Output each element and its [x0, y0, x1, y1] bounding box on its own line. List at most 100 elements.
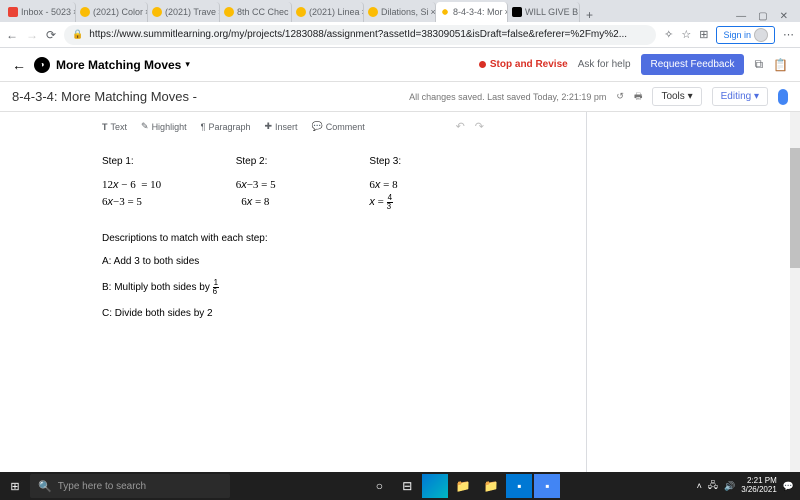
tab-label: WILL GIVE B: [525, 7, 578, 17]
tab-label: (2021) Linea: [309, 7, 360, 17]
forward-icon: →: [26, 28, 38, 42]
maximize-icon[interactable]: ▢: [758, 11, 767, 22]
taskbar-search[interactable]: 🔍 Type here to search: [30, 474, 230, 498]
date: 3/26/2021: [741, 486, 777, 495]
redo-icon[interactable]: ↷: [475, 120, 484, 133]
tab-willgive[interactable]: WILL GIVE B×: [508, 2, 580, 22]
step-label: Step 2:: [236, 156, 351, 167]
browser-tab-strip: Inbox - 5023× (2021) Color× (2021) Trave…: [0, 0, 800, 22]
tab-label: Inbox - 5023: [21, 7, 71, 17]
undo-icon[interactable]: ↶: [456, 120, 465, 133]
request-feedback-button[interactable]: Request Feedback: [641, 54, 745, 75]
step-3: Step 3: 6x = 8 x = 43: [369, 156, 484, 211]
new-tab-button[interactable]: +: [580, 8, 599, 22]
steps-row: Step 1: 12x − 6 = 10 6x−3 = 5 Step 2: 6x…: [98, 142, 488, 233]
window-controls: ― ▢ ✕: [736, 11, 796, 22]
summit-logo-icon: ◑: [34, 57, 50, 73]
tb-highlight[interactable]: ✎ Highlight: [141, 121, 187, 132]
document[interactable]: T Text ✎ Highlight ¶ Paragraph ✚ Insert …: [98, 112, 488, 472]
scrollbar[interactable]: [790, 112, 800, 472]
star-icon[interactable]: ☆: [681, 28, 691, 41]
page-title: 8-4-3-4: More Matching Moves -: [12, 89, 197, 104]
app-icon[interactable]: ▪: [534, 474, 560, 498]
sun-icon: [152, 7, 162, 17]
share-icon[interactable]: ✧: [664, 28, 673, 41]
tb-comment[interactable]: 💬 Comment: [312, 121, 365, 132]
tb-paragraph[interactable]: ¶ Paragraph: [201, 122, 251, 132]
minimize-icon[interactable]: ―: [736, 11, 746, 22]
notifications-icon[interactable]: 💬: [783, 481, 794, 492]
step-label: Step 3:: [369, 156, 484, 167]
tab-label: (2021) Color: [93, 7, 143, 17]
reload-icon[interactable]: ⟳: [46, 28, 56, 42]
url-input[interactable]: 🔒 https://www.summitlearning.org/my/proj…: [64, 25, 656, 45]
extensions-icon[interactable]: ⊞: [699, 28, 708, 41]
desc-b: B: Multiply both sides by 16: [102, 279, 484, 296]
volume-icon[interactable]: 🔊: [724, 481, 735, 492]
tab-dilations[interactable]: Dilations, Si×: [364, 2, 436, 22]
start-button[interactable]: ⊞: [0, 480, 30, 493]
sun-icon: [296, 7, 306, 17]
tab-linea[interactable]: (2021) Linea×: [292, 2, 364, 22]
mic-icon[interactable]: [778, 89, 788, 105]
descriptions: Descriptions to match with each step: A:…: [98, 233, 488, 319]
tools-button[interactable]: Tools ▾: [652, 87, 701, 106]
tb-text[interactable]: T Text: [102, 122, 127, 132]
side-panel: ▴: [586, 112, 800, 472]
sun-icon: [80, 7, 90, 17]
equation: x = 43: [369, 194, 484, 211]
tb-insert[interactable]: ✚ Insert: [264, 121, 297, 132]
signin-label: Sign in: [723, 30, 751, 40]
history-icon[interactable]: ↺: [616, 91, 624, 102]
tab-8thcc[interactable]: 8th CC Chec×: [220, 2, 292, 22]
ask-help-button[interactable]: Ask for help: [578, 59, 631, 70]
tab-label: 8th CC Chec: [237, 7, 289, 17]
address-bar: ← → ⟳ 🔒 https://www.summitlearning.org/m…: [0, 22, 800, 48]
sun-icon: [368, 7, 378, 17]
app-back-icon[interactable]: ←: [12, 57, 26, 73]
network-icon[interactable]: 🖧: [708, 478, 718, 494]
system-tray: ˄ 🖧 🔊 2:21 PM 3/26/2021 💬: [697, 477, 800, 495]
tab-color[interactable]: (2021) Color×: [76, 2, 148, 22]
signin-button[interactable]: Sign in: [716, 26, 775, 44]
avatar-icon: [754, 28, 768, 42]
doc-toolbar: T Text ✎ Highlight ¶ Paragraph ✚ Insert …: [98, 112, 488, 142]
equation: 6x = 8: [369, 177, 484, 194]
close-icon[interactable]: ×: [431, 7, 436, 17]
equation: 6x−3 = 5: [236, 177, 351, 194]
sun-icon: [224, 7, 234, 17]
tray-up-icon[interactable]: ˄: [697, 481, 702, 491]
explorer-icon[interactable]: 📁: [450, 474, 476, 498]
desc-a: A: Add 3 to both sides: [102, 256, 484, 267]
print-icon[interactable]: 🖶: [634, 89, 643, 105]
tab-label: (2021) Trave: [165, 7, 216, 17]
tab-inbox[interactable]: Inbox - 5023×: [4, 2, 76, 22]
cortana-icon[interactable]: ○: [366, 474, 392, 498]
assignment-title: More Matching Moves: [56, 58, 181, 72]
app-header: ← ◑ More Matching Moves ▾ Stop and Revis…: [0, 48, 800, 82]
editing-button[interactable]: Editing ▾: [712, 87, 768, 106]
step-label: Step 1:: [102, 156, 217, 167]
clock[interactable]: 2:21 PM 3/26/2021: [741, 477, 777, 495]
open-external-icon[interactable]: ⧉: [754, 57, 763, 72]
stop-revise-button[interactable]: Stop and Revise: [479, 59, 568, 70]
step-2: Step 2: 6x−3 = 5 6x = 8: [236, 156, 351, 211]
close-window-icon[interactable]: ✕: [780, 11, 788, 22]
chevron-down-icon[interactable]: ▾: [185, 59, 190, 70]
lock-icon: 🔒: [72, 29, 83, 40]
desc-intro: Descriptions to match with each step:: [102, 233, 484, 244]
tab-label: Dilations, Si: [381, 7, 429, 17]
gmail-icon: [8, 7, 18, 17]
taskview-icon[interactable]: ⊟: [394, 474, 420, 498]
menu-icon[interactable]: ⋯: [783, 28, 794, 41]
tab-active[interactable]: 8-4-3-4: Mor×: [436, 2, 508, 22]
edge-icon[interactable]: [422, 474, 448, 498]
explorer-icon-2[interactable]: 📁: [478, 474, 504, 498]
doc-area: T Text ✎ Highlight ¶ Paragraph ✚ Insert …: [0, 112, 586, 472]
tab-trave[interactable]: (2021) Trave×: [148, 2, 220, 22]
save-status: All changes saved. Last saved Today, 2:2…: [409, 92, 606, 102]
clipboard-icon[interactable]: 📋: [773, 58, 788, 72]
sun-icon: [440, 7, 450, 17]
back-icon[interactable]: ←: [6, 28, 18, 42]
zoom-icon[interactable]: ▪: [506, 474, 532, 498]
